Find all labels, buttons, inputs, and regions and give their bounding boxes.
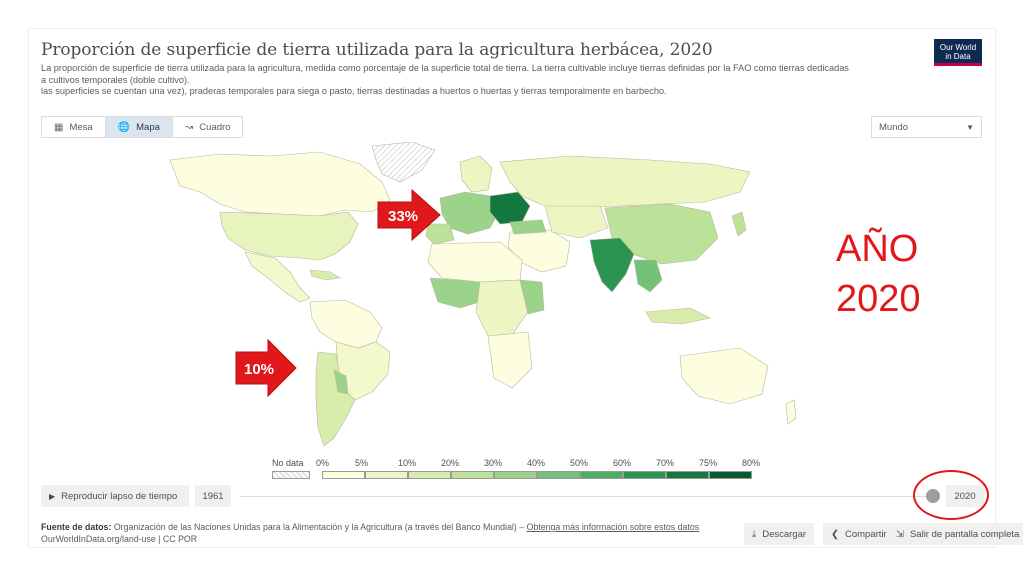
legend-swatch[interactable] xyxy=(451,471,494,479)
globe-icon: 🌐 xyxy=(117,121,131,133)
legend-tick-label: 50% xyxy=(570,458,589,468)
europe-callout-text: 33% xyxy=(388,208,418,225)
tab-map[interactable]: 🌐 Mapa xyxy=(105,117,173,137)
map-region-southeast-asia xyxy=(633,259,663,293)
map-region-australia xyxy=(679,347,769,405)
year-annotation-line-1: AÑO xyxy=(836,228,919,270)
legend-tick-label: 0% xyxy=(316,458,330,468)
legend-tick-label: 40% xyxy=(527,458,546,468)
tab-table-label: Mesa xyxy=(69,121,93,133)
map-region-mexico xyxy=(244,251,311,303)
chevron-down-icon: ▼ xyxy=(966,122,974,132)
subtitle-line-3: las superficies se cuentan una vez), pra… xyxy=(41,86,667,97)
chart-frame xyxy=(28,28,996,548)
play-icon: ▶ xyxy=(49,491,56,501)
exit-fullscreen-icon: ⇲ xyxy=(896,528,904,540)
legend-no-data-label: No data xyxy=(272,458,304,468)
map-region-paraguay xyxy=(333,369,349,395)
learn-more-link[interactable]: Obtenga más información sobre estos dato… xyxy=(526,522,700,532)
legend-swatch[interactable] xyxy=(537,471,580,479)
map-region-east-africa xyxy=(519,279,545,315)
source-text: Organización de las Naciones Unidas para… xyxy=(113,522,517,532)
legend-tick-label: 80% xyxy=(742,458,761,468)
legend-tick-label: 60% xyxy=(613,458,632,468)
map-region-iberia xyxy=(425,223,455,245)
region-select[interactable]: Mundo ▼ xyxy=(871,116,982,138)
download-button[interactable]: ⤓ Descargar xyxy=(744,523,815,545)
play-timelapse-label: Reproducir lapso de tiempo xyxy=(61,490,178,502)
europe-callout-arrow: 33% xyxy=(377,188,441,242)
legend-swatch[interactable] xyxy=(666,471,709,479)
timeline-start-year[interactable]: 1961 xyxy=(195,485,231,507)
map-region-russia xyxy=(499,155,751,209)
timeline-slider-track[interactable] xyxy=(240,496,930,497)
legend-tick-label: 30% xyxy=(484,458,503,468)
chart-subtitle: La proporción de superficie de tierra ut… xyxy=(41,63,941,98)
map-region-west-africa xyxy=(429,277,487,309)
source-label: Fuente de datos: xyxy=(41,522,112,532)
legend-tick-label: 70% xyxy=(656,458,675,468)
tab-chart-label: Cuadro xyxy=(199,121,231,133)
south-america-callout-text: 10% xyxy=(244,361,274,378)
year-annotation-line-2: 2020 xyxy=(836,278,921,320)
legend-tick-label: 5% xyxy=(355,458,369,468)
play-timelapse-button[interactable]: ▶ Reproducir lapso de tiempo xyxy=(41,485,189,507)
map-region-central-africa xyxy=(475,279,529,339)
legend-swatch[interactable] xyxy=(408,471,451,479)
legend-swatch[interactable] xyxy=(494,471,537,479)
download-label: Descargar xyxy=(762,528,807,540)
map-region-turkey xyxy=(509,219,547,235)
exit-fullscreen-button[interactable]: ⇲ Salir de pantalla completa xyxy=(888,523,1024,545)
share-button[interactable]: ❮ Compartir xyxy=(823,523,889,545)
map-region-caribbean xyxy=(309,269,341,281)
view-tabs: ▦ Mesa 🌐 Mapa ↝ Cuadro xyxy=(41,116,244,138)
map-region-new-zealand xyxy=(785,399,797,425)
legend-tick-label: 20% xyxy=(441,458,460,468)
exit-fullscreen-label: Salir de pantalla completa xyxy=(909,528,1020,540)
legend-no-data-swatch xyxy=(272,471,310,479)
legend-swatch[interactable] xyxy=(322,471,365,479)
source-info: Fuente de datos: Organización de las Nac… xyxy=(41,522,700,544)
tab-table[interactable]: ▦ Mesa xyxy=(42,117,106,137)
line-chart-icon: ↝ xyxy=(184,121,194,133)
share-label: Compartir xyxy=(844,528,887,540)
logo-line-2: in Data xyxy=(945,52,971,61)
chart-title: Proporción de superficie de tierra utili… xyxy=(41,40,713,60)
subtitle-line-2: a cultivos temporales (doble cultivo). xyxy=(41,74,190,85)
highlight-circle xyxy=(913,470,989,520)
tab-map-label: Mapa xyxy=(136,121,160,133)
map-region-western-europe xyxy=(439,191,501,235)
legend-swatch[interactable] xyxy=(365,471,408,479)
legend-tick-label: 75% xyxy=(699,458,718,468)
map-region-canada xyxy=(169,151,391,217)
logo-line-1: Our World xyxy=(939,43,977,52)
legend-swatch[interactable] xyxy=(709,471,752,479)
region-select-value: Mundo xyxy=(879,121,909,133)
year-annotation: AÑO 2020 xyxy=(836,224,926,324)
legend-tick-label: 10% xyxy=(398,458,417,468)
map-region-south-america-north xyxy=(309,299,383,349)
legend-swatch[interactable] xyxy=(623,471,666,479)
map-region-north-africa xyxy=(427,241,523,283)
map-region-usa xyxy=(219,211,359,261)
owid-logo[interactable]: Our World in Data xyxy=(934,39,982,66)
subtitle-line-1: La proporción de superficie de tierra ut… xyxy=(41,63,849,73)
source-url-line[interactable]: OurWorldInData.org/land-use | CC POR xyxy=(41,534,198,544)
map-region-scandinavia xyxy=(459,155,493,193)
map-region-japan xyxy=(731,211,747,237)
map-region-southern-africa xyxy=(487,331,533,389)
map-region-india xyxy=(589,237,635,293)
table-icon: ▦ xyxy=(54,121,64,133)
legend-swatch[interactable] xyxy=(580,471,623,479)
map-region-greenland xyxy=(371,142,436,183)
tab-chart[interactable]: ↝ Cuadro xyxy=(173,117,243,137)
download-icon: ⤓ xyxy=(752,528,757,540)
world-map[interactable]: 33% 10% xyxy=(150,142,815,460)
color-legend: No data 0% 5% 10% 20% 30% 40% 50% 60% 70% 75% 80% xyxy=(272,458,772,482)
map-region-central-asia xyxy=(544,205,609,239)
share-icon: ❮ xyxy=(831,528,839,540)
map-region-indonesia xyxy=(645,307,711,325)
south-america-callout-arrow: 10% xyxy=(235,338,297,398)
